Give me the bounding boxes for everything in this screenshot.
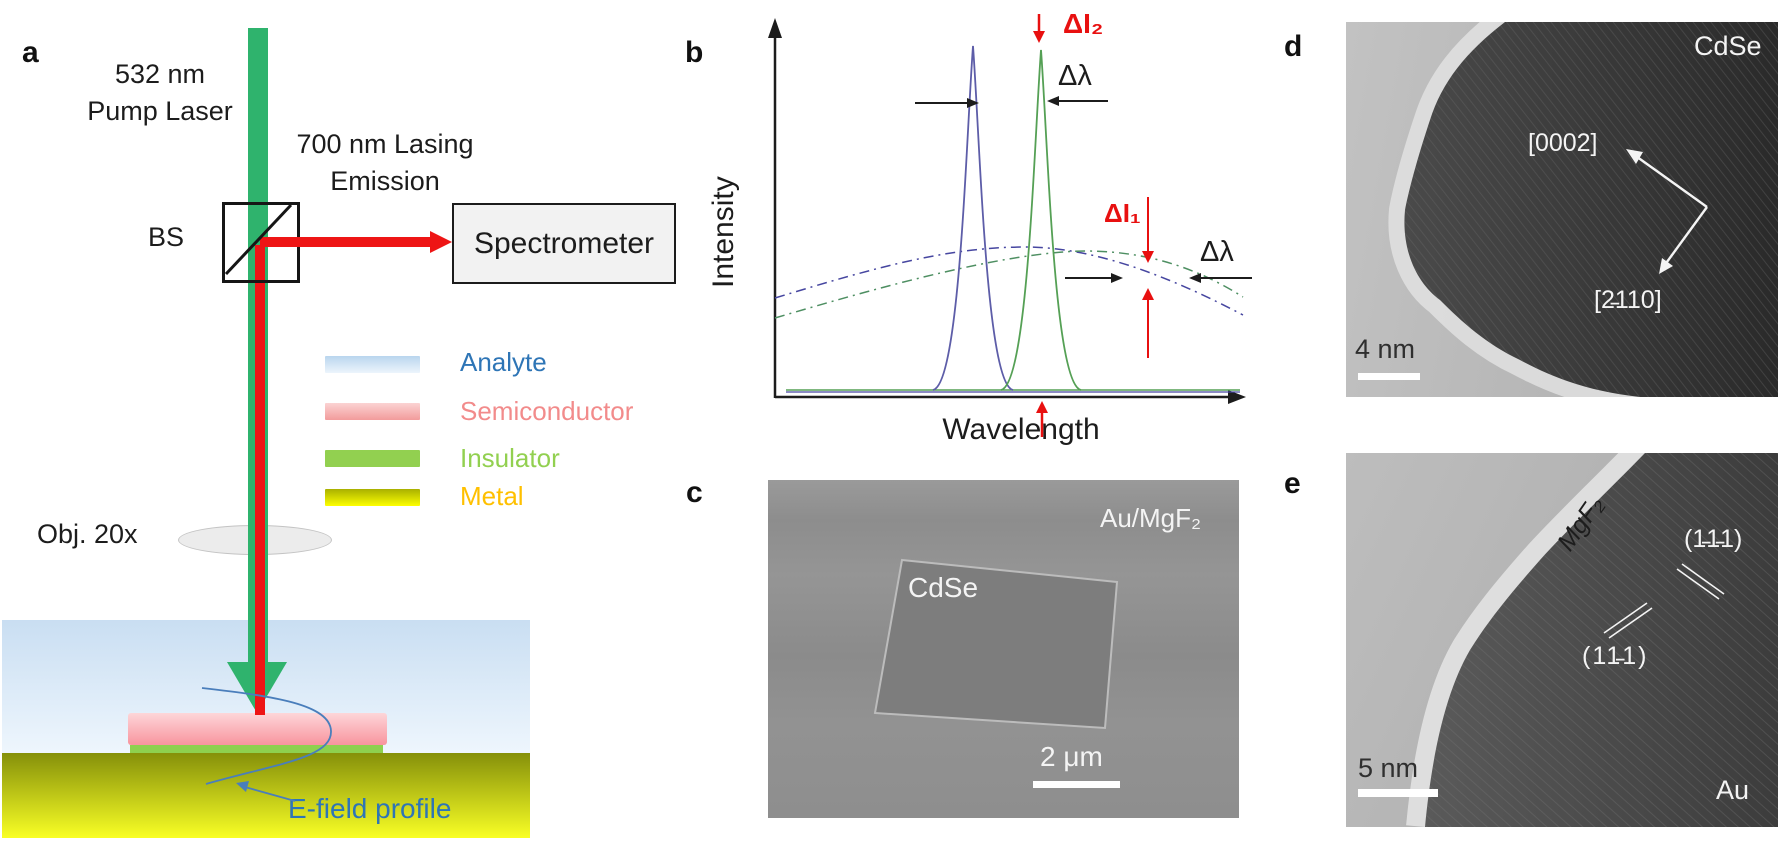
legend-label-semiconductor: Semiconductor (460, 396, 634, 426)
panel-b-label: b (685, 36, 704, 69)
background-curve-green (774, 250, 1244, 319)
tem-d-direction2-label: [2̵110] (1594, 286, 1662, 314)
legend-swatch-insulator (325, 450, 420, 467)
tem-e-scalebar (1358, 789, 1438, 797)
cdse-platelet-shape (873, 558, 1119, 730)
pump-laser-text: Pump Laser (87, 96, 233, 126)
delta-i2-annotation: ΔI₂ (1063, 8, 1104, 39)
tem-d-scalebar-label: 4 nm (1355, 334, 1416, 364)
delta-lambda-right-arrowhead (1047, 96, 1059, 106)
delta-i2-arrowhead (1033, 31, 1045, 43)
pump-laser-caption: 532 nm Pump Laser (60, 56, 260, 130)
beamsplitter-label: BS (148, 222, 185, 252)
x-axis-label: Wavelength (942, 413, 1100, 446)
delta-i1-down-arrowhead (1142, 251, 1154, 263)
legend-label-metal: Metal (460, 481, 524, 511)
panel-a-label: a (22, 36, 39, 69)
tem-image-e (1346, 453, 1778, 827)
delta-lambda-background-annotation: Δλ (1200, 236, 1234, 268)
lasing-wavelength: 700 nm Lasing (296, 129, 474, 159)
lasing-emission-caption: 700 nm Lasing Emission (285, 126, 485, 200)
emission-beam-horizontal (260, 237, 432, 247)
lasing-peak-blue (932, 45, 1014, 391)
legend-swatch-metal (325, 489, 420, 506)
sem-cdse-label: CdSe (908, 572, 979, 603)
tem-d-direction1-label: [0002] (1528, 129, 1598, 157)
delta-lambda2-left-arrowhead (1111, 273, 1123, 283)
emission-beam-arrowhead (430, 231, 452, 253)
insulator-layer (130, 745, 383, 753)
lasing-peak-green (1000, 49, 1082, 391)
efield-profile-label: E-field profile (288, 793, 452, 824)
tem-e-lattice-fringes (1425, 453, 1778, 827)
sem-substrate-label: Au/MgF₂ (1100, 503, 1202, 533)
peak-position-arrowhead (1036, 401, 1048, 413)
sem-scalebar (1033, 781, 1120, 788)
semiconductor-slab (128, 713, 387, 745)
tem-e-plane2-label: (11̵1) (1582, 642, 1649, 670)
tem-d-scalebar (1358, 373, 1420, 380)
delta-lambda2-right-arrowhead (1189, 273, 1201, 283)
pump-laser-wavelength: 532 nm (114, 59, 206, 89)
tem-d-material-label: CdSe (1694, 31, 1762, 61)
panel-d-label: d (1284, 30, 1303, 63)
tem-e-plane1-label: (1̵1̵1) (1684, 525, 1743, 553)
sem-crystal-graphic (873, 558, 1119, 730)
x-axis-arrowhead (1228, 390, 1246, 404)
background-curve-blue (774, 246, 1244, 316)
delta-i1-up-arrowhead (1142, 288, 1154, 300)
legend-swatch-analyte (325, 356, 420, 373)
tem-e-scalebar-label: 5 nm (1358, 753, 1419, 783)
legend-label-insulator: Insulator (460, 443, 560, 473)
panel-e-label: e (1284, 467, 1301, 500)
sem-scalebar-label: 2 μm (1040, 741, 1103, 772)
y-axis-arrowhead (768, 18, 782, 38)
delta-lambda-left-arrowhead (967, 98, 979, 108)
panel-c-label: c (686, 476, 703, 509)
tem-e-graphic (1406, 453, 1778, 827)
y-axis-label: Intensity (707, 176, 740, 288)
legend-label-analyte: Analyte (460, 347, 547, 377)
lasing-text: Emission (330, 166, 440, 196)
legend-swatch-semiconductor (325, 403, 420, 420)
delta-i1-annotation: ΔI₁ (1104, 198, 1141, 228)
delta-lambda-peaks-annotation: Δλ (1058, 60, 1092, 92)
objective-label: Obj. 20x (37, 519, 138, 549)
emission-beam-vertical (255, 245, 265, 715)
tem-e-gold-label: Au (1716, 775, 1750, 805)
sem-image (768, 480, 1239, 818)
tem-d-lattice-fringes (1404, 22, 1778, 397)
spectrometer-box: Spectrometer (452, 203, 676, 284)
tem-d-graphic (1388, 22, 1778, 397)
